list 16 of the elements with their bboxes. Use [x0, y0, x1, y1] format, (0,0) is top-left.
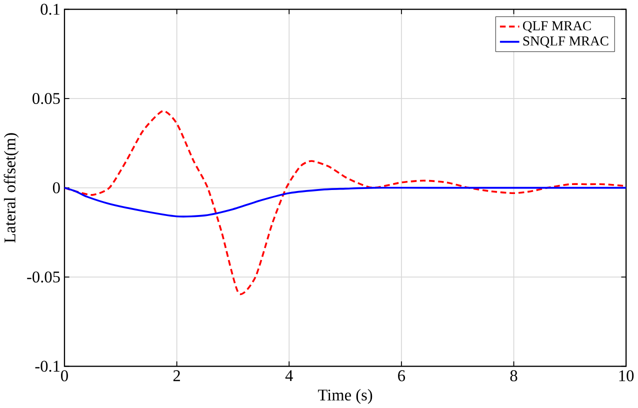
line-series [64, 187, 626, 218]
y-tick-label: -0.05 [27, 272, 60, 283]
y-tick-label: -0.1 [35, 360, 60, 372]
x-axis-title: Time (s) [318, 389, 372, 404]
legend-label: SNQLF MRAC [523, 36, 608, 48]
y-axis-title: Lateral offset(m) [4, 133, 19, 243]
x-tick-label: 10 [619, 370, 634, 382]
x-tick-label: 0 [61, 370, 68, 382]
x-tick-label: 6 [398, 370, 406, 382]
y-tick-label: 0.05 [32, 93, 60, 104]
y-tick-label: 0.1 [40, 4, 60, 16]
x-tick-label: 4 [285, 370, 293, 382]
x-tick-label: 2 [173, 370, 180, 382]
x-tick-label: 8 [510, 370, 518, 382]
y-tick-label: 0 [52, 182, 60, 194]
legend-label: QLF MRAC [523, 21, 591, 33]
